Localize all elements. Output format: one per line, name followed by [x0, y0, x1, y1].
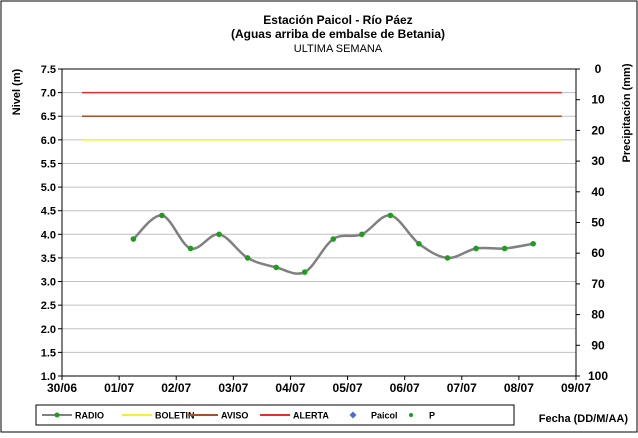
y-tick-label: 4.5 [41, 206, 56, 218]
y2-tick-label: 60 [591, 246, 605, 260]
y2-tick-label: 80 [591, 308, 605, 322]
chart-subtitle-2: ULTIMA SEMANA [294, 43, 383, 55]
x-tick-label: 07/07 [447, 381, 477, 395]
legend-swatch-diamond [349, 411, 357, 419]
x-axis-label: Fecha (DD/M/AA) [539, 413, 629, 425]
y-tick-label: 3.5 [41, 253, 56, 265]
legend-swatch-dot [409, 413, 413, 417]
y2-axis-label: Precipitación (mm) [621, 63, 633, 162]
plot-area: 1.0 1.5 2.0 2.5 3.0 3.5 4.0 4.5 5.0 5.5 6.0 6.5 7.0 7… [41, 62, 609, 395]
y2-tick-label: 70 [591, 277, 605, 291]
y-tick-label: 5.5 [41, 158, 56, 170]
x-tick-label: 04/07 [275, 381, 305, 395]
legend-swatch-marker [54, 412, 60, 418]
legend-label: AVISO [221, 411, 248, 421]
legend-label: RADIO [75, 411, 104, 421]
x-tick-label: 02/07 [161, 381, 191, 395]
x-tick-label: 06/07 [390, 381, 420, 395]
legend-label: BOLETIN [155, 411, 195, 421]
y-tick-label: 4.0 [41, 229, 56, 241]
data-point [159, 212, 165, 219]
chart-subtitle: (Aguas arriba de embalse de Betania) [231, 27, 445, 41]
y-axis-label: Nivel (m) [11, 68, 23, 115]
y2-tick-label: 10 [591, 93, 605, 107]
data-point [130, 236, 137, 242]
y2-tick-label: 100 [588, 369, 608, 383]
x-tick-label: 08/07 [504, 381, 534, 395]
legend-label: Paicol [371, 411, 398, 421]
y-tick-label: 5.0 [41, 182, 56, 194]
y-tick-label: 7.0 [41, 88, 56, 100]
y2-tick-label: 90 [591, 338, 605, 352]
y-tick-label: 6.0 [41, 135, 56, 147]
y-tick-label: 7.5 [41, 64, 56, 76]
data-point [187, 245, 194, 252]
data-point [359, 231, 365, 238]
data-point [273, 264, 279, 271]
data-point [473, 245, 479, 252]
y-tick-label: 3.0 [41, 277, 56, 289]
y2-tick-label: 0 [595, 62, 602, 76]
data-point [416, 240, 422, 247]
chart-title: Estación Paicol - Río Páez [263, 13, 412, 27]
legend: RADIO BOLETIN AVISO ALERTA Paicol P [35, 404, 515, 426]
y-tick-label: 1.5 [41, 347, 56, 359]
data-point [444, 255, 451, 261]
data-point [244, 255, 251, 261]
y2-tick-label: 20 [591, 123, 605, 137]
x-tick-label: 09/07 [561, 381, 591, 395]
x-tick-label: 30/06 [47, 381, 77, 395]
data-point [501, 245, 508, 252]
x-tick-label: 05/07 [333, 381, 363, 395]
y-tick-label: 6.5 [41, 111, 56, 123]
y-tick-label: 1.0 [41, 371, 56, 383]
data-point [387, 212, 394, 219]
x-tick-label: 03/07 [218, 381, 248, 395]
y-tick-label: 2.0 [41, 324, 56, 336]
legend-label: ALERTA [293, 411, 329, 421]
x-tick-label: 01/07 [104, 381, 134, 395]
y2-tick-label: 40 [591, 185, 605, 199]
data-point [330, 236, 337, 242]
y-tick-label: 2.5 [41, 300, 56, 312]
y2-tick-label: 50 [591, 216, 605, 230]
y2-tick-label: 30 [591, 154, 605, 168]
data-point [301, 269, 308, 275]
data-point [530, 240, 536, 247]
legend-label: P [429, 411, 435, 421]
data-point [216, 231, 222, 238]
